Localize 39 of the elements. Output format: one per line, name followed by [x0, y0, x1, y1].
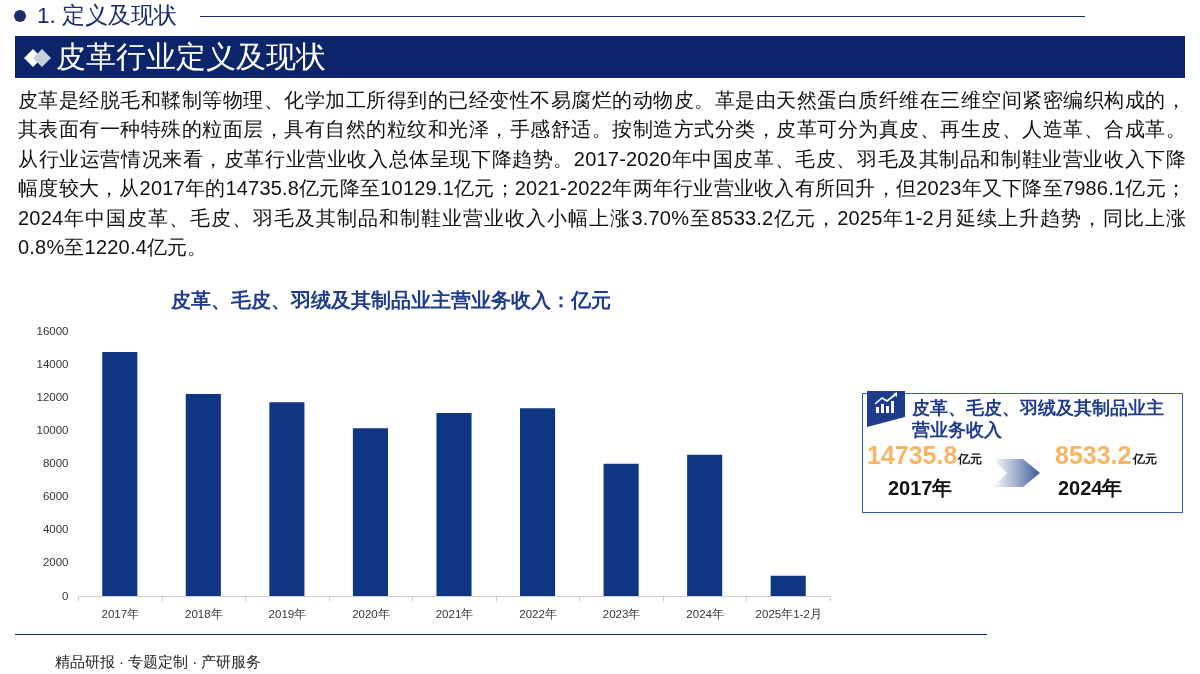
y-tick-label: 8000: [42, 457, 69, 469]
bar: [269, 402, 305, 596]
text: 1. 定义及现状: [37, 3, 178, 29]
bar: [102, 351, 138, 596]
bar: [603, 463, 639, 596]
y-tick-label: 16000: [36, 324, 69, 337]
text: 2024年: [1058, 476, 1123, 500]
bar: [520, 408, 556, 596]
x-tick-label: 2018年: [185, 607, 223, 620]
bar: [770, 575, 806, 596]
text: 皮革、毛皮、羽绒及其制品业主营业务收入: [912, 397, 1165, 441]
y-tick-label: 0: [62, 589, 69, 602]
y-tick-label: 14000: [36, 357, 69, 370]
bar: [185, 393, 221, 596]
y-tick-label: 12000: [36, 390, 69, 403]
text: 14735.8: [867, 440, 958, 470]
text: 亿元: [1133, 452, 1157, 466]
bar: [352, 428, 388, 596]
x-tick-label: 2023年: [602, 607, 641, 620]
text: 皮革是经脱毛和鞣制等物理、化学加工所得到的已经变性不易腐烂的动物皮。革是由天然蛋白质纤维在三维空间紧密编织构成的，其表面有一种特殊的粒面层，具有自然的粒纹和光泽，手感舒适。按制造方式分类，皮革可分为真皮、再生皮、人造革、合成革。从行业运营情况来看，皮革行业营业收入总体呈现下降趋势。2017-2020年中国皮革、毛皮、羽毛及其制品和制鞋业营业收入下降幅度较大，从2017年的14735.8亿元降至10129.1亿元；2021-2022年两年行业营业收入有所回升，但2023年又下降至7986.1亿元；2024年中国皮革、毛皮、羽毛及其制品和制鞋业营业收入小幅上涨3.70%至8533.2亿元，2025年1-2月延续上升趋势，同比上涨0.8%至1220.4亿元。: [18, 88, 1186, 261]
y-tick-label: 4000: [42, 523, 69, 536]
x-tick-label: 2025年1-2月: [755, 607, 822, 620]
bar: [687, 454, 723, 596]
x-tick-label: 2017年: [101, 607, 140, 620]
text: 皮革行业定义及现状: [56, 39, 326, 75]
x-tick-label: 2019年: [268, 607, 307, 620]
x-tick-label: 2022年: [519, 607, 557, 620]
text: 2017年: [888, 476, 953, 500]
text: 亿元: [958, 452, 982, 466]
x-tick-label: 2024年: [686, 607, 724, 620]
chart-title: 皮革、毛皮、羽绒及其制品业主营业务收入：亿元: [170, 288, 612, 311]
text: 精品研报 · 专题定制 · 产研服务: [55, 653, 262, 671]
y-tick-label: 2000: [42, 556, 69, 569]
y-tick-label: 6000: [42, 490, 69, 503]
x-tick-label: 2021年: [435, 607, 474, 620]
bar: [436, 412, 472, 596]
x-tick-label: 2020年: [352, 607, 390, 620]
y-tick-label: 10000: [36, 423, 69, 436]
text: 8533.2: [1055, 440, 1132, 470]
